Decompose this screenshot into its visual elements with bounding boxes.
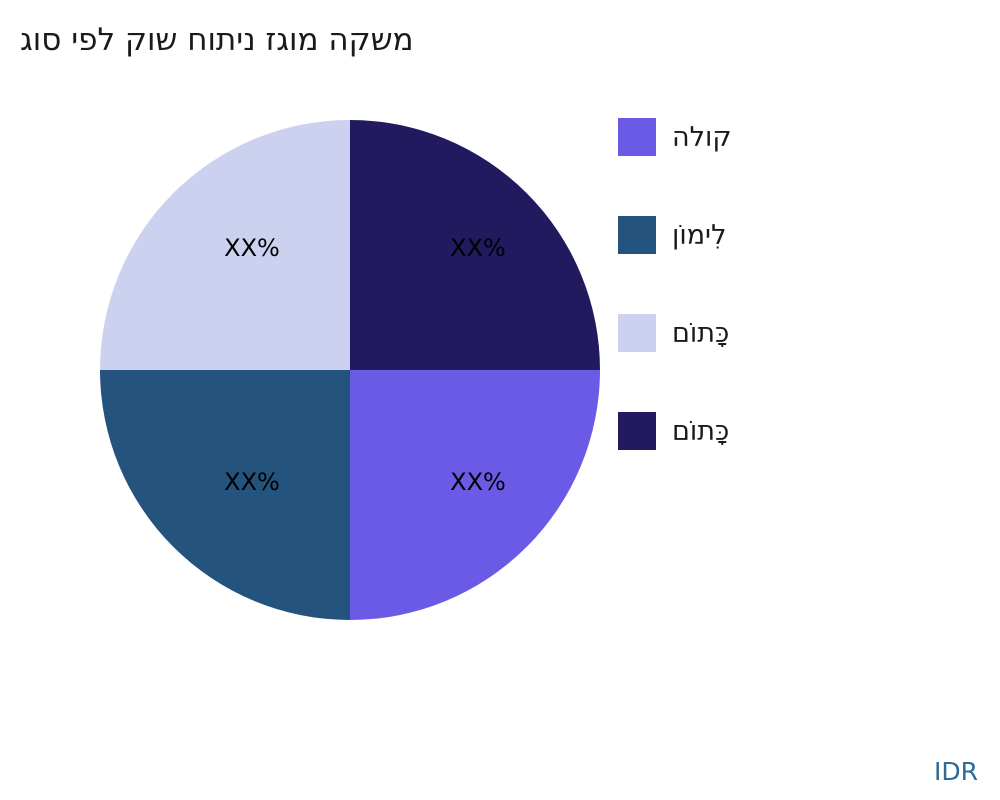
slice-label-lemon: XX%	[224, 468, 280, 496]
legend: קולה לִימוֹן כָּתוֹם כָּתוֹם	[618, 118, 732, 450]
legend-item-lemon: לִימוֹן	[618, 216, 732, 254]
legend-swatch-orange-dark	[618, 412, 656, 450]
slice-label-orange-dark: XX%	[450, 234, 506, 262]
currency-label: IDR	[934, 757, 978, 786]
slice-label-cola: XX%	[450, 468, 506, 496]
slice-label-orange-light: XX%	[224, 234, 280, 262]
legend-label-orange-light: כָּתוֹם	[672, 317, 730, 349]
pie-chart: XX% XX% XX% XX%	[100, 120, 600, 620]
legend-item-orange-dark: כָּתוֹם	[618, 412, 732, 450]
legend-item-cola: קולה	[618, 118, 732, 156]
legend-swatch-cola	[618, 118, 656, 156]
legend-label-lemon: לִימוֹן	[672, 219, 727, 251]
legend-swatch-lemon	[618, 216, 656, 254]
legend-label-orange-dark: כָּתוֹם	[672, 415, 730, 447]
legend-swatch-orange-light	[618, 314, 656, 352]
chart-title: משקה מוגז ניתוח שוק לפי סוג	[20, 22, 414, 58]
legend-item-orange-light: כָּתוֹם	[618, 314, 732, 352]
legend-label-cola: קולה	[672, 121, 732, 153]
